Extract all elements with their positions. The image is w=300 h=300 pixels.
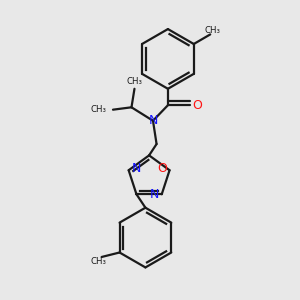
Text: CH₃: CH₃ [127, 77, 142, 86]
Text: CH₃: CH₃ [205, 26, 220, 35]
Text: N: N [131, 162, 141, 175]
Text: O: O [157, 162, 167, 175]
Text: N: N [150, 188, 159, 201]
Text: CH₃: CH₃ [90, 105, 106, 114]
Text: O: O [192, 99, 202, 112]
Text: N: N [148, 114, 158, 127]
Text: CH₃: CH₃ [91, 257, 107, 266]
